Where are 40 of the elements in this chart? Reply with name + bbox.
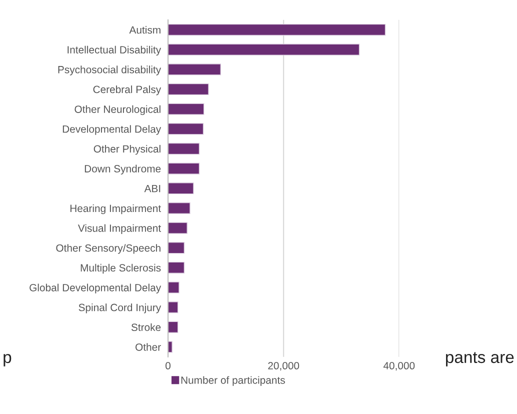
y-tick-label: Other Physical: [94, 144, 160, 155]
text: pants are: [446, 352, 514, 366]
bar: [168, 302, 178, 314]
bar: [168, 123, 204, 135]
y-tick-label: Other Sensory/Speech: [56, 244, 160, 254]
y-tick-label: Developmental Delay: [62, 125, 162, 135]
legend-label: Number of participants: [181, 376, 285, 386]
bar: [168, 83, 209, 96]
y-tick-label: ABI: [144, 184, 160, 192]
x-tick-label: 0: [166, 362, 171, 370]
text: p: [4, 354, 12, 366]
bar: [168, 24, 386, 36]
bar: [168, 321, 178, 333]
bar: [168, 182, 194, 194]
y-tick-label: Spinal Cord Injury: [78, 304, 162, 314]
x-tick-label: 20,000: [268, 362, 300, 371]
bar: [168, 242, 185, 254]
y-tick-label: Global Developmental Delay: [30, 284, 162, 294]
bar: [168, 282, 180, 294]
x-tick-label: 40,000: [383, 362, 415, 371]
bar: [168, 103, 204, 115]
bar: [168, 202, 190, 214]
bar: [168, 162, 200, 174]
bar: [168, 142, 200, 155]
bar: [168, 222, 188, 234]
bar: [168, 64, 221, 76]
y-tick-label: Other: [136, 343, 161, 351]
y-tick-label: Other Neurological: [74, 105, 160, 116]
y-tick-label: Stroke: [131, 323, 161, 332]
y-tick-label: Hearing Impairment: [70, 204, 162, 214]
y-tick-label: Autism: [129, 26, 160, 34]
bar: [168, 341, 172, 353]
y-tick-label: Intellectual Disability: [68, 46, 162, 56]
y-tick-label: Psychosocial disability: [58, 66, 162, 76]
y-tick-label: Visual Impairment: [78, 224, 162, 234]
y-tick-label: Multiple Sclerosis: [80, 264, 161, 274]
bar: [168, 262, 185, 274]
y-tick-label: Cerebral Palsy: [93, 85, 162, 96]
y-tick-label: Down Syndrome: [84, 164, 161, 174]
bar: [168, 44, 360, 56]
